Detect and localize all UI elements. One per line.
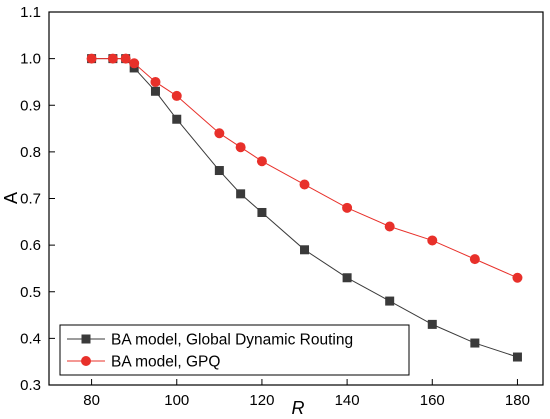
data-point xyxy=(469,254,480,265)
x-tick-label: 180 xyxy=(505,392,530,409)
x-tick-label: 140 xyxy=(335,392,360,409)
data-point xyxy=(172,114,182,124)
data-point xyxy=(150,86,160,96)
x-axis-title: R xyxy=(292,398,305,418)
x-tick-label: 100 xyxy=(164,392,189,409)
y-axis: 0.3 0.4 0.5 0.6 0.7 0.8 0.9 1.0 1.1 xyxy=(20,4,55,394)
legend-swatch-marker xyxy=(81,356,91,366)
data-point xyxy=(342,273,352,283)
series-line xyxy=(91,58,518,358)
y-tick-label: 0.3 xyxy=(20,377,41,394)
series-2 xyxy=(86,53,523,283)
y-tick-label: 0.5 xyxy=(20,284,41,301)
legend-swatch-marker xyxy=(81,334,91,344)
data-point xyxy=(236,189,246,199)
data-point xyxy=(300,245,310,255)
data-point xyxy=(235,142,246,153)
data-point xyxy=(470,338,480,348)
data-point xyxy=(214,166,224,176)
y-tick-label: 0.4 xyxy=(20,330,41,347)
data-point xyxy=(86,53,97,64)
legend-label: BA model, GPQ xyxy=(111,354,220,371)
x-tick-label: 80 xyxy=(83,392,100,409)
x-tick-label: 120 xyxy=(249,392,274,409)
y-tick-label: 0.6 xyxy=(20,237,41,254)
data-point xyxy=(385,296,395,306)
legend-box xyxy=(59,324,410,376)
data-point xyxy=(150,76,161,87)
data-point xyxy=(342,202,353,213)
y-axis-title: A xyxy=(1,192,21,204)
data-point xyxy=(384,221,395,232)
data-point xyxy=(512,272,523,283)
data-point xyxy=(256,156,267,167)
series-1 xyxy=(87,54,522,362)
y-tick-label: 1.1 xyxy=(20,4,41,21)
x-tick-label: 160 xyxy=(420,392,445,409)
data-point xyxy=(107,53,118,64)
y-tick-label: 0.8 xyxy=(20,144,41,161)
y-tick-label: 1.0 xyxy=(20,51,41,68)
data-point xyxy=(427,235,438,246)
data-point xyxy=(129,58,140,69)
data-point xyxy=(257,207,267,217)
data-point xyxy=(171,90,182,101)
data-point xyxy=(120,53,131,64)
y-tick-label: 0.9 xyxy=(20,97,41,114)
legend-label: BA model, Global Dynamic Routing xyxy=(111,332,353,349)
y-tick-label: 0.7 xyxy=(20,191,41,208)
data-point xyxy=(512,352,522,362)
legend: BA model, Global Dynamic Routing BA model… xyxy=(59,324,410,376)
series-layer xyxy=(86,53,523,362)
data-point xyxy=(299,179,310,190)
data-point xyxy=(214,128,225,139)
x-axis: 80 100 120 140 160 180 xyxy=(83,379,530,409)
data-point xyxy=(427,319,437,329)
